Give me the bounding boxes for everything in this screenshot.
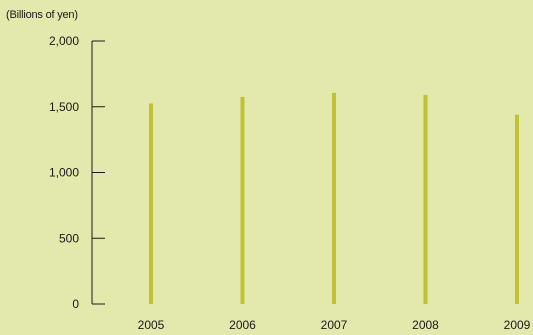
x-tick-label: 2007 xyxy=(321,318,348,332)
y-tick-label: 0 xyxy=(72,297,79,311)
x-tick-label: 2006 xyxy=(229,318,256,332)
y-tick-label: 500 xyxy=(59,231,79,245)
bar-2008 xyxy=(423,94,428,304)
y-tick-label: 2,000 xyxy=(49,34,79,48)
bar-2005 xyxy=(149,103,153,305)
bar-2007 xyxy=(332,92,336,304)
bar-2009 xyxy=(515,114,519,304)
x-tick-label: 2008 xyxy=(412,318,439,332)
y-axis-unit-label: (Billions of yen) xyxy=(6,9,78,21)
y-tick-label: 1,000 xyxy=(49,166,79,180)
x-tick-label: 2009 xyxy=(504,318,531,332)
y-tick-label: 1,500 xyxy=(49,100,79,114)
bar-2006 xyxy=(240,96,245,304)
x-tick-label: 2005 xyxy=(138,318,165,332)
